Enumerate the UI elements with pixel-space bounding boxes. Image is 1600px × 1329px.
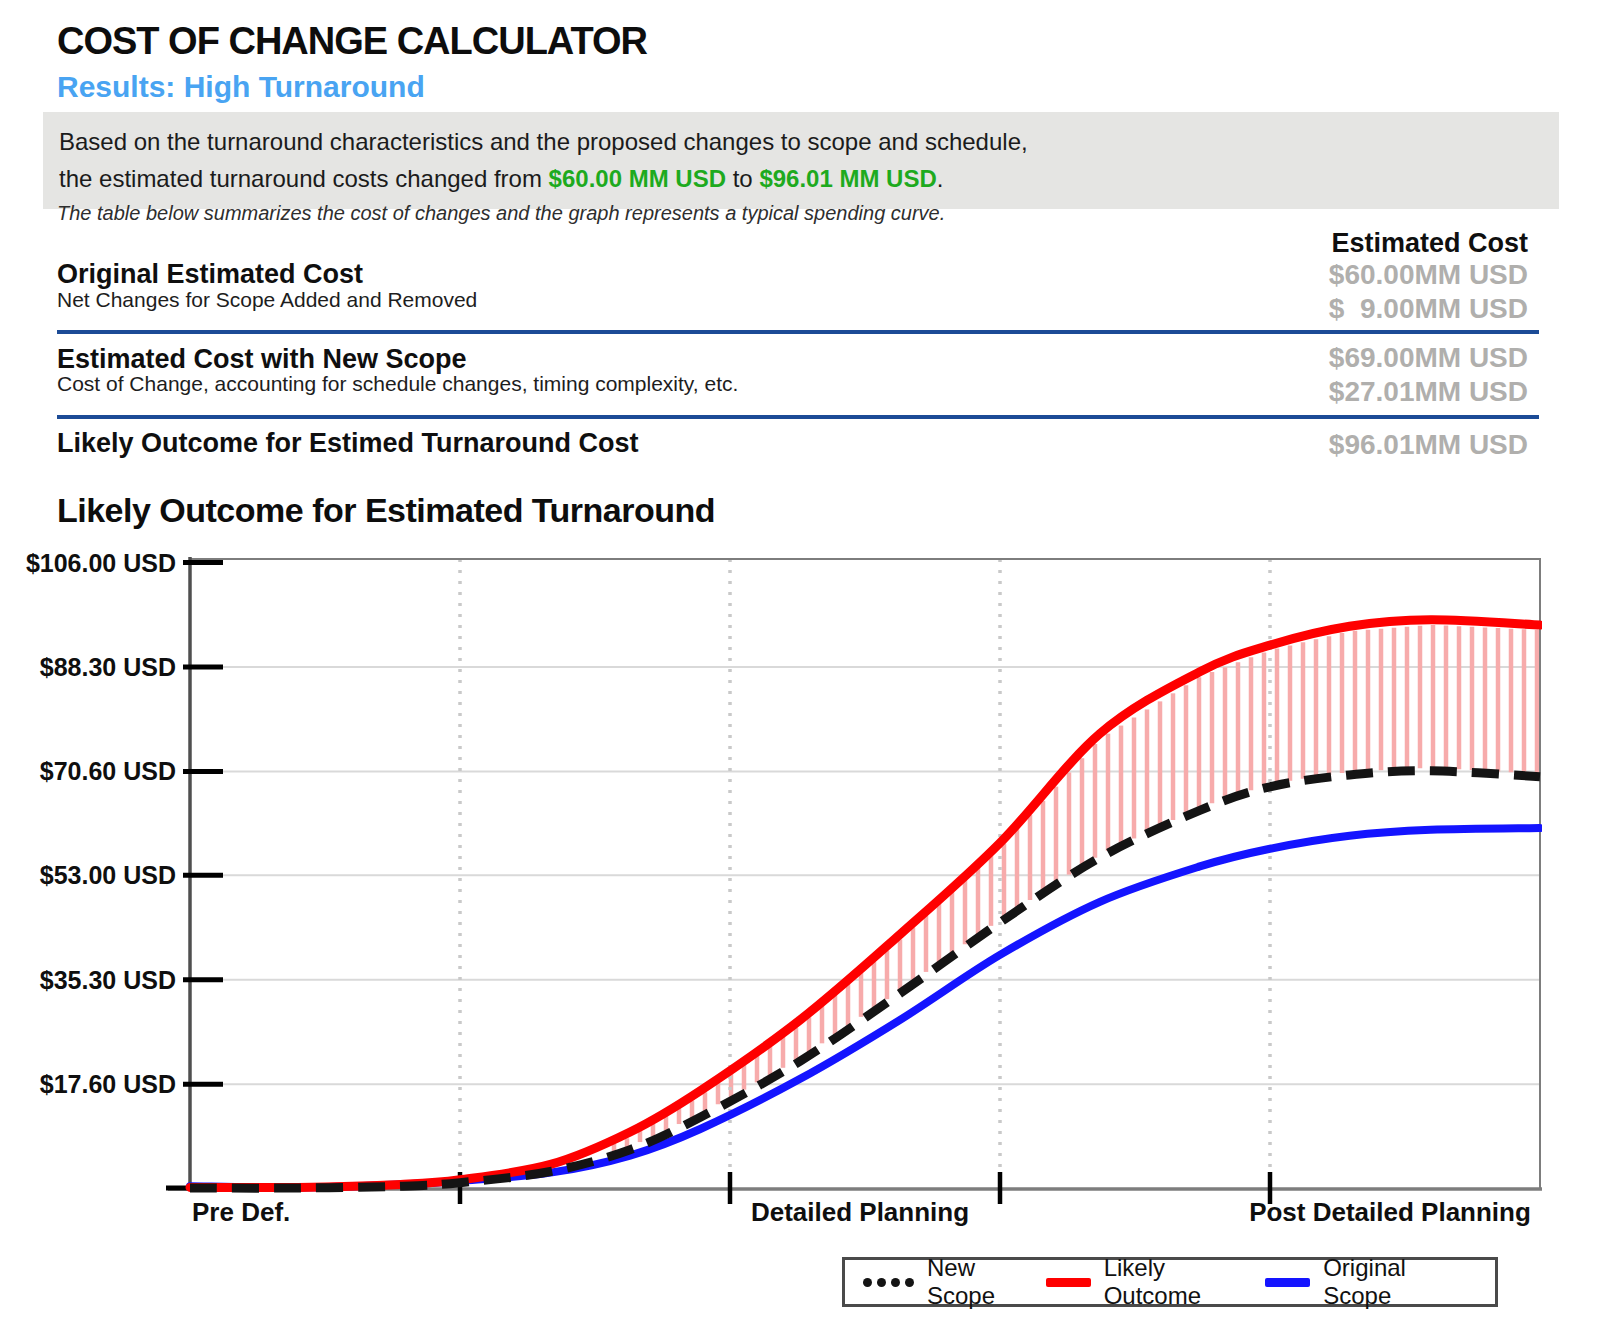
legend-label: Likely Outcome — [1104, 1254, 1266, 1310]
svg-text:$106.00 USD: $106.00 USD — [26, 549, 176, 577]
original-scope-line-swatch — [1265, 1278, 1310, 1287]
net-changes-value: $ 9.00MM USD — [1329, 293, 1528, 325]
likely-outcome-value: $96.01MM USD — [1329, 429, 1528, 461]
legend-item-original-scope: Original Scope — [1265, 1254, 1477, 1310]
summary-line2: the estimated turnaround costs changed f… — [59, 160, 1543, 197]
estimated-cost-column-header: Estimated Cost — [1331, 228, 1528, 259]
chart-legend: New Scope Likely Outcome Original Scope — [842, 1257, 1498, 1307]
summary-infobox: Based on the turnaround characteristics … — [43, 112, 1559, 209]
chart-title: Likely Outcome for Estimated Turnaround — [57, 491, 715, 530]
spending-curve-chart: $106.00 USD $88.30 USD $70.60 USD $53.00 US… — [0, 540, 1600, 1240]
summary-suffix: . — [937, 165, 944, 192]
svg-text:$17.60 USD: $17.60 USD — [40, 1070, 176, 1098]
svg-text:$53.00 USD: $53.00 USD — [40, 861, 176, 889]
row-new-scope-title: Estimated Cost with New Scope — [57, 344, 467, 375]
svg-text:Post Detailed Planning: Post Detailed Planning — [1249, 1197, 1531, 1227]
table-note: The table below summarizes the cost of c… — [57, 202, 945, 225]
original-cost-value: $60.00 MM USD — [549, 165, 726, 192]
page-title: COST OF CHANGE CALCULATOR — [57, 20, 647, 63]
likely-outcome-line-swatch — [1046, 1278, 1091, 1287]
summary-mid: to — [726, 165, 759, 192]
svg-text:$70.60 USD: $70.60 USD — [40, 757, 176, 785]
divider — [57, 415, 1539, 419]
row-original-estimated-cost-subtitle: Net Changes for Scope Added and Removed — [57, 288, 477, 312]
svg-text:$88.30 USD: $88.30 USD — [40, 653, 176, 681]
cost-of-change-value: $27.01MM USD — [1329, 376, 1528, 408]
svg-text:Pre Def.: Pre Def. — [192, 1197, 290, 1227]
svg-text:$35.30 USD: $35.30 USD — [40, 966, 176, 994]
original-estimated-cost-value: $60.00MM USD — [1329, 259, 1528, 291]
summary-prefix: the estimated turnaround costs changed f… — [59, 165, 549, 192]
summary-line1: Based on the turnaround characteristics … — [59, 123, 1543, 160]
legend-label: Original Scope — [1323, 1254, 1477, 1310]
row-likely-outcome-title: Likely Outcome for Estimed Turnaround Co… — [57, 428, 639, 459]
legend-item-new-scope: New Scope — [863, 1254, 1046, 1310]
results-subtitle: Results: High Turnaround — [57, 70, 425, 104]
divider — [57, 330, 1539, 334]
row-original-estimated-cost-title: Original Estimated Cost — [57, 259, 363, 290]
legend-item-likely-outcome: Likely Outcome — [1046, 1254, 1266, 1310]
new-scope-cost-value: $69.00MM USD — [1329, 342, 1528, 374]
new-cost-value: $96.01 MM USD — [759, 165, 936, 192]
new-scope-dotted-swatch — [863, 1278, 914, 1287]
legend-label: New Scope — [927, 1254, 1046, 1310]
svg-text:Detailed Planning: Detailed Planning — [751, 1197, 969, 1227]
row-new-scope-subtitle: Cost of Change, accounting for schedule … — [57, 372, 738, 396]
